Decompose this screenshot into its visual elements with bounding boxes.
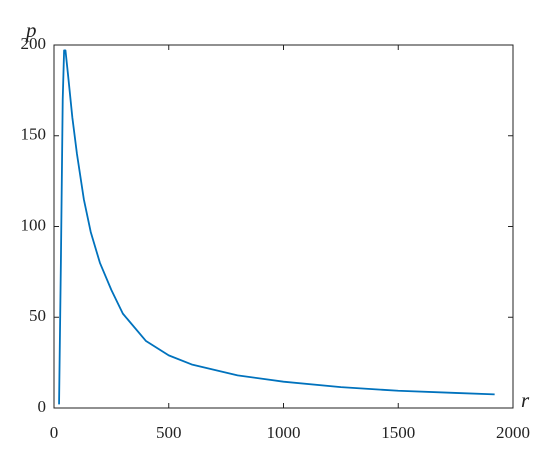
x-axis-label: r (521, 388, 530, 412)
y-tick-label: 200 (21, 34, 47, 53)
x-tick-label: 0 (50, 423, 59, 442)
x-tick-label: 2000 (496, 423, 530, 442)
y-tick-label: 0 (38, 397, 47, 416)
y-axis-label: p (24, 18, 37, 42)
plot-frame (53, 44, 514, 409)
y-tick-label: 150 (21, 125, 47, 144)
x-tick-label: 500 (156, 423, 182, 442)
y-tick-label: 100 (21, 215, 47, 234)
x-tick-label: 1500 (381, 423, 415, 442)
y-tick-label: 50 (29, 306, 46, 325)
x-tick-label: 1000 (267, 423, 301, 442)
data-line (58, 49, 495, 405)
